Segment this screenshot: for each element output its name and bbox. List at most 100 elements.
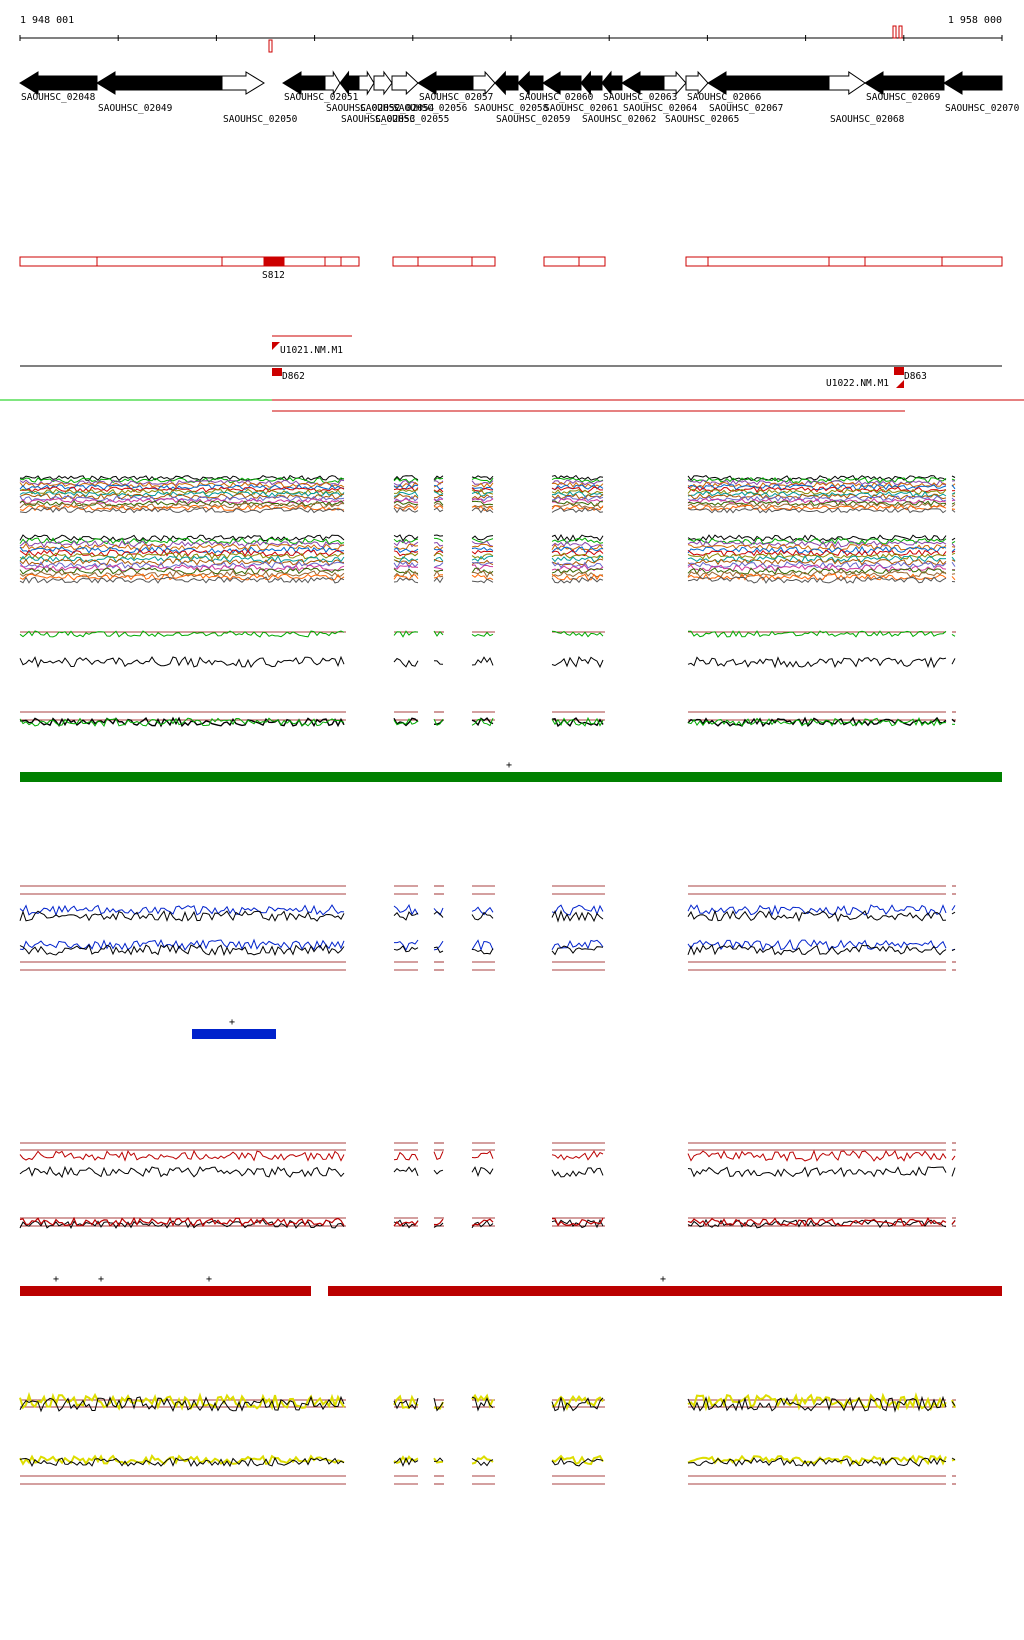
- expression-line: [687, 504, 947, 512]
- expression-line: [951, 1220, 956, 1225]
- expression-line: [433, 1218, 444, 1226]
- expression-line: [551, 630, 604, 638]
- expression-line: [951, 478, 956, 481]
- gene-arrow[interactable]: [601, 70, 623, 96]
- gene-arrow[interactable]: [324, 70, 341, 96]
- expression-line: [393, 507, 419, 514]
- expression-line: [687, 561, 947, 569]
- expression-line: [433, 496, 444, 502]
- gene-arrow[interactable]: [221, 71, 265, 95]
- expression-line: [19, 474, 345, 482]
- feature-down-left-label: D862: [282, 371, 305, 382]
- gene-arrow[interactable]: [542, 71, 582, 95]
- plus-marker: +: [506, 760, 512, 771]
- expression-line: [393, 500, 419, 506]
- gene-label: SAOUHSC_02054: [360, 103, 435, 114]
- expression-line: [687, 481, 947, 489]
- expression-line: [551, 546, 604, 553]
- gene-arrow[interactable]: [339, 70, 360, 96]
- expression-line: [551, 1167, 604, 1178]
- expression-line: [393, 564, 419, 570]
- expression-line: [552, 490, 604, 498]
- expression-line: [471, 540, 494, 547]
- expression-line: [951, 1401, 956, 1406]
- expression-line: [19, 904, 345, 917]
- expression-line: [433, 946, 444, 954]
- expression-line: [687, 502, 947, 509]
- gene-arrow[interactable]: [864, 71, 945, 95]
- expression-line: [471, 491, 494, 497]
- expression-line: [433, 488, 444, 493]
- gene-arrow[interactable]: [358, 70, 375, 96]
- feature-upper-right-label: U1022.NM.M1: [826, 378, 889, 389]
- gene-arrow[interactable]: [621, 71, 665, 95]
- expression-line: [551, 564, 604, 572]
- expression-line: [471, 480, 494, 485]
- segment-box: [471, 256, 496, 267]
- ruler-ticks: [19, 35, 1003, 41]
- expression-line: [433, 562, 444, 569]
- segment-box: [417, 256, 473, 267]
- expression-line: [551, 1454, 604, 1466]
- gene-arrow[interactable]: [19, 71, 98, 95]
- gene-arrow[interactable]: [96, 71, 223, 95]
- expression-line: [433, 569, 444, 573]
- expression-line: [951, 633, 956, 637]
- expression-line: [687, 938, 947, 952]
- expression-line: [471, 631, 494, 637]
- gene-label: SAOUHSC_02059: [496, 114, 571, 125]
- expression-line: [951, 573, 956, 575]
- gene-arrow[interactable]: [517, 70, 544, 96]
- expression-line: [951, 1155, 956, 1161]
- ruler-marker-right-2: [898, 25, 903, 39]
- segment-box: [324, 256, 342, 267]
- expression-line: [951, 905, 956, 911]
- gene-arrow[interactable]: [707, 71, 830, 95]
- expression-line: [19, 1165, 345, 1179]
- expression-line: [433, 552, 444, 557]
- expression-line: [687, 554, 947, 563]
- gene-arrow[interactable]: [685, 70, 709, 96]
- feature-upper-flag: [272, 342, 280, 350]
- expression-line: [951, 1167, 956, 1177]
- expression-line: [551, 558, 604, 566]
- gene-arrow[interactable]: [580, 70, 603, 96]
- expression-line: [471, 570, 494, 579]
- expression-line: [433, 507, 444, 513]
- expression-line: [551, 543, 604, 551]
- gene-arrow[interactable]: [391, 70, 419, 96]
- green-region-bar: [20, 772, 1002, 782]
- expression-line: [19, 943, 345, 957]
- expression-line: [393, 911, 419, 921]
- gene-arrow[interactable]: [472, 70, 496, 96]
- gene-arrow[interactable]: [282, 71, 326, 95]
- gene-label: SAOUHSC_02070: [945, 103, 1020, 114]
- expression-line: [393, 552, 419, 560]
- expression-line: [551, 477, 604, 483]
- expression-line: [471, 1458, 494, 1467]
- gene-arrow[interactable]: [494, 70, 519, 96]
- expression-line: [433, 1169, 444, 1175]
- gene-arrow[interactable]: [417, 71, 474, 95]
- expression-line: [393, 559, 419, 565]
- segment-box: [707, 256, 830, 267]
- expression-line: [687, 1457, 947, 1467]
- expression-line: [951, 499, 956, 502]
- expression-line: [551, 484, 604, 491]
- gene-label: SAOUHSC_02062: [582, 114, 656, 125]
- expression-line: [551, 533, 604, 542]
- expression-line: [551, 1397, 604, 1412]
- expression-line: [471, 505, 494, 511]
- gene-arrow[interactable]: [373, 70, 393, 96]
- expression-line: [19, 716, 345, 728]
- gene-arrow[interactable]: [828, 71, 866, 95]
- expression-line: [393, 547, 419, 553]
- expression-line: [471, 477, 494, 484]
- expression-line: [551, 1150, 604, 1161]
- gene-arrow[interactable]: [663, 70, 687, 96]
- expression-line: [433, 1222, 444, 1228]
- gene-arrow[interactable]: [943, 71, 1003, 95]
- expression-line: [471, 1396, 494, 1412]
- blue-region-bar: [192, 1029, 276, 1039]
